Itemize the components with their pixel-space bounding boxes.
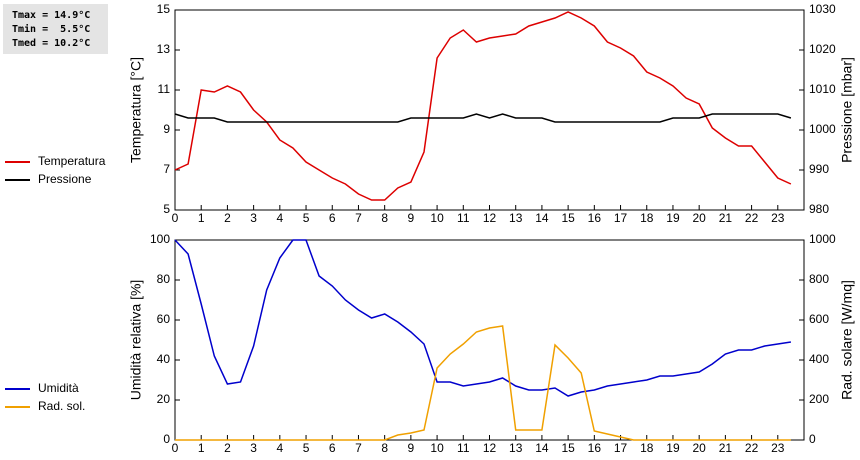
x-tick-label: 7 [355, 441, 362, 455]
x-tick-label: 6 [329, 441, 336, 455]
y-tick-label: 80 [157, 272, 171, 286]
stats-text: Tmax = 14.9°C [12, 10, 90, 21]
stats-text: Tmin = 5.5°C [12, 23, 90, 35]
x-tick-label: 16 [588, 211, 602, 225]
x-tick-label: 8 [381, 211, 388, 225]
x-tick-label: 17 [614, 211, 628, 225]
legend-label: Temperatura [38, 154, 106, 168]
y2-tick-label: 1010 [809, 82, 836, 96]
y2-tick-label: 1030 [809, 2, 836, 16]
x-tick-label: 22 [745, 441, 759, 455]
x-tick-label: 21 [719, 441, 733, 455]
x-tick-label: 14 [535, 441, 549, 455]
x-tick-label: 11 [457, 441, 470, 455]
y2-tick-label: 1020 [809, 42, 836, 56]
x-tick-label: 1 [198, 211, 205, 225]
x-tick-label: 6 [329, 211, 336, 225]
x-tick-label: 18 [640, 211, 654, 225]
y-axis-label: Temperatura [°C] [128, 57, 144, 163]
x-tick-label: 13 [509, 441, 523, 455]
x-tick-label: 18 [640, 441, 654, 455]
x-tick-label: 5 [303, 211, 310, 225]
x-tick-label: 20 [692, 211, 706, 225]
y-axis-label: Umidità relativa [%] [128, 280, 144, 401]
y-tick-label: 5 [163, 202, 170, 216]
y-tick-label: 11 [158, 82, 171, 96]
x-tick-label: 12 [483, 211, 497, 225]
x-tick-label: 16 [588, 441, 602, 455]
data-line [175, 325, 791, 441]
x-tick-label: 20 [692, 441, 706, 455]
x-tick-label: 2 [224, 211, 231, 225]
x-tick-label: 10 [430, 211, 444, 225]
x-tick-label: 5 [303, 441, 310, 455]
x-tick-label: 22 [745, 211, 759, 225]
x-tick-label: 4 [276, 211, 283, 225]
data-line [174, 11, 792, 201]
plot-frame [174, 239, 805, 441]
x-tick-label: 4 [276, 441, 283, 455]
x-tick-label: 15 [561, 211, 575, 225]
x-tick-label: 3 [250, 211, 257, 225]
x-tick-label: 0 [172, 211, 179, 225]
x-tick-label: 10 [430, 441, 444, 455]
x-tick-label: 8 [381, 441, 388, 455]
x-tick-label: 9 [408, 441, 415, 455]
x-tick-label: 11 [457, 211, 470, 225]
y-tick-label: 100 [150, 232, 170, 246]
y2-tick-label: 980 [809, 202, 829, 216]
y-tick-label: 9 [163, 122, 170, 136]
y2-axis-label: Pressione [mbar] [839, 57, 855, 163]
y-tick-label: 60 [157, 312, 171, 326]
data-line [174, 113, 792, 123]
y2-tick-label: 0 [809, 432, 816, 446]
x-tick-label: 3 [250, 441, 257, 455]
y-tick-label: 15 [157, 2, 171, 16]
stats-box [3, 4, 108, 54]
y2-tick-label: 1000 [809, 232, 836, 246]
legend-label: Umidità [38, 381, 79, 395]
x-tick-label: 13 [509, 211, 523, 225]
x-tick-label: 17 [614, 441, 628, 455]
y2-tick-label: 990 [809, 162, 829, 176]
x-tick-label: 12 [483, 441, 497, 455]
x-tick-label: 9 [408, 211, 415, 225]
x-tick-label: 0 [172, 441, 179, 455]
x-tick-label: 19 [666, 211, 680, 225]
y-tick-label: 20 [157, 392, 171, 406]
y-tick-label: 40 [157, 352, 171, 366]
stats-text: Tmed = 10.2°C [12, 38, 90, 49]
y2-tick-label: 200 [809, 392, 829, 406]
plot-frame [174, 9, 805, 211]
y2-axis-label: Rad. solare [W/mq] [839, 280, 855, 400]
x-tick-label: 19 [666, 441, 680, 455]
x-tick-label: 14 [535, 211, 549, 225]
x-tick-label: 23 [771, 211, 785, 225]
legend-label: Pressione [38, 172, 92, 186]
y-tick-label: 0 [163, 432, 170, 446]
y2-tick-label: 800 [809, 272, 829, 286]
x-tick-label: 23 [771, 441, 785, 455]
y2-tick-label: 1000 [809, 122, 836, 136]
x-tick-label: 7 [355, 211, 362, 225]
x-tick-label: 1 [198, 441, 205, 455]
x-tick-label: 21 [719, 211, 733, 225]
y2-tick-label: 400 [809, 352, 829, 366]
legend-label: Rad. sol. [38, 399, 85, 413]
y2-tick-label: 600 [809, 312, 829, 326]
data-line [174, 239, 792, 397]
y-tick-label: 13 [157, 42, 171, 56]
y-tick-label: 7 [163, 162, 170, 176]
x-tick-label: 15 [561, 441, 575, 455]
x-tick-label: 2 [224, 441, 231, 455]
